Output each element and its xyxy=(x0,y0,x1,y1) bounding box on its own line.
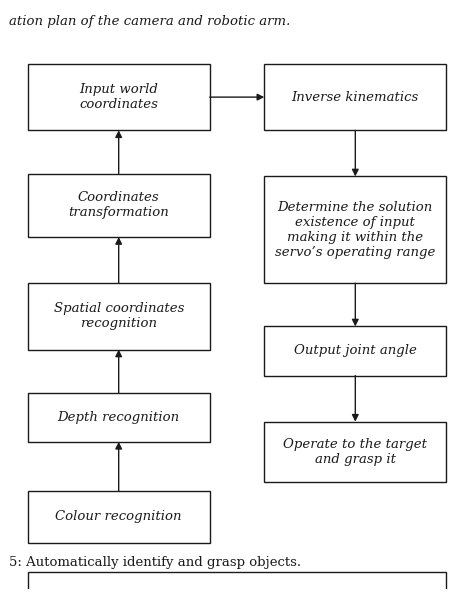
FancyBboxPatch shape xyxy=(264,64,447,130)
FancyBboxPatch shape xyxy=(27,491,210,543)
Text: Coordinates
transformation: Coordinates transformation xyxy=(68,191,169,219)
Text: 5: Automatically identify and grasp objects.: 5: Automatically identify and grasp obje… xyxy=(9,555,301,569)
FancyBboxPatch shape xyxy=(264,422,447,482)
FancyBboxPatch shape xyxy=(27,393,210,442)
FancyBboxPatch shape xyxy=(27,174,210,237)
Text: Colour recognition: Colour recognition xyxy=(55,510,182,523)
Text: ation plan of the camera and robotic arm.: ation plan of the camera and robotic arm… xyxy=(9,15,291,28)
FancyBboxPatch shape xyxy=(27,572,447,601)
Text: Spatial coordinates
recognition: Spatial coordinates recognition xyxy=(54,302,184,331)
Text: Depth recognition: Depth recognition xyxy=(58,411,180,424)
Text: Output joint angle: Output joint angle xyxy=(294,344,417,358)
Text: Determine the solution
existence of input
making it within the
servo’s operating: Determine the solution existence of inpu… xyxy=(275,201,436,259)
FancyBboxPatch shape xyxy=(264,177,447,283)
Text: Input world
coordinates: Input world coordinates xyxy=(79,83,158,111)
FancyBboxPatch shape xyxy=(27,283,210,350)
Text: Operate to the target
and grasp it: Operate to the target and grasp it xyxy=(283,438,427,466)
Text: Inverse kinematics: Inverse kinematics xyxy=(292,91,419,103)
FancyBboxPatch shape xyxy=(264,326,447,376)
FancyBboxPatch shape xyxy=(27,64,210,130)
